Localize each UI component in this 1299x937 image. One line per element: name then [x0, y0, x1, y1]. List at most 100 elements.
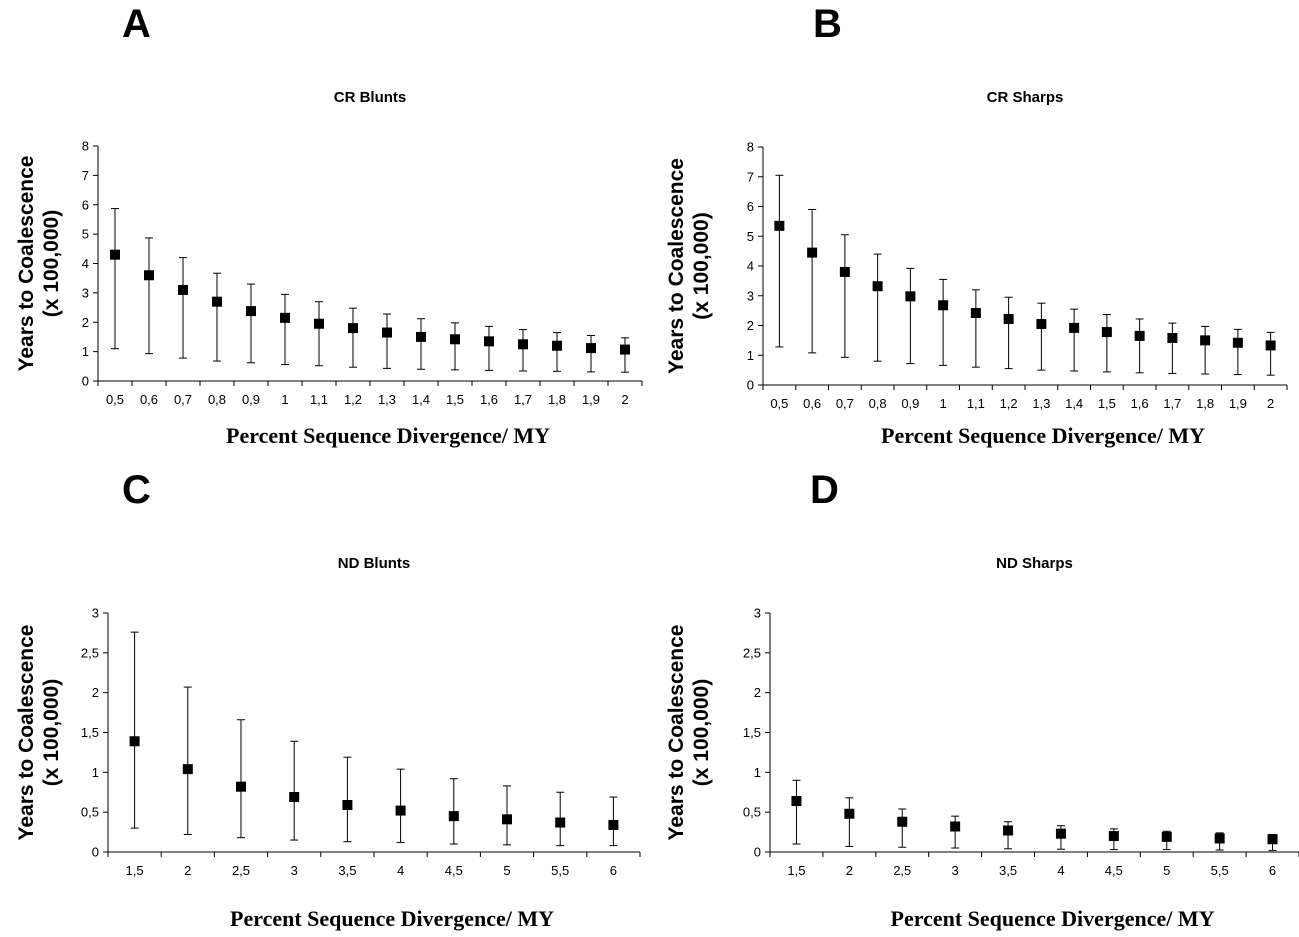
y-axis-title-line1: Years to Coalescence [15, 625, 38, 841]
data-point [416, 331, 426, 342]
y-axis-title-line2: (x 100,000) [40, 210, 63, 317]
data-point [448, 811, 459, 822]
x-tick-label: 2 [621, 392, 628, 407]
data-point [791, 796, 802, 807]
data-point [1214, 833, 1225, 844]
y-tick-label: 5 [747, 229, 754, 244]
x-tick-label: 1,4 [412, 392, 430, 407]
x-tick-label: 2,5 [232, 863, 250, 878]
data-point [280, 312, 290, 323]
x-tick-label: 0,6 [803, 396, 821, 411]
y-tick-label: 0 [82, 374, 89, 389]
data-point [178, 284, 188, 295]
data-point [1036, 319, 1047, 330]
y-tick-label: 7 [82, 168, 89, 183]
data-point [1232, 337, 1243, 348]
y-tick-label: 2,5 [81, 645, 99, 660]
data-point [970, 308, 981, 319]
data-point [1161, 831, 1172, 842]
data-point [807, 247, 818, 258]
panel-letter: D [810, 468, 839, 512]
data-point [950, 821, 961, 832]
data-point [1003, 825, 1014, 836]
x-tick-label: 0,8 [869, 396, 887, 411]
y-tick-label: 1 [754, 765, 761, 780]
y-tick-label: 2 [747, 318, 754, 333]
x-tick-label: 4,5 [1105, 863, 1123, 878]
data-point [1267, 834, 1278, 845]
y-axis-title-line2: (x 100,000) [40, 679, 63, 786]
x-tick-label: 5,5 [551, 863, 569, 878]
chart-title: ND Blunts [338, 555, 411, 572]
x-tick-label: 0,7 [174, 392, 192, 407]
x-tick-label: 1 [281, 392, 288, 407]
chart-title: CR Sharps [987, 89, 1064, 106]
x-tick-label: 1,7 [1163, 396, 1181, 411]
y-tick-label: 0,5 [743, 805, 761, 820]
chart-svg: CR Blunts 0 1 2 3 4 5 6 7 8 0,5 0,6 0,7 0,8 0,9 1 1,1 1,2… [15, 89, 643, 448]
x-tick-label: 5 [503, 863, 510, 878]
data-point [484, 336, 494, 347]
y-axis-title-line2: (x 100,000) [690, 679, 713, 786]
x-tick-label: 6 [1269, 863, 1276, 878]
data-point [938, 300, 949, 311]
y-tick-label: 2 [754, 685, 761, 700]
data-point [1265, 340, 1276, 351]
x-tick-label: 0,8 [208, 392, 226, 407]
data-point [1134, 330, 1145, 341]
x-tick-label: 0,5 [106, 392, 124, 407]
data-point [246, 306, 256, 317]
data-point [314, 318, 324, 329]
data-point [555, 817, 566, 828]
data-point [552, 340, 562, 351]
y-tick-label: 2,5 [743, 645, 761, 660]
x-tick-label: 0,9 [242, 392, 260, 407]
x-tick-label: 5,5 [1211, 863, 1229, 878]
data-point [905, 291, 916, 302]
data-point [182, 764, 193, 775]
data-point [620, 344, 630, 355]
panel-letter: B [813, 2, 842, 46]
x-tick-label: 2 [1267, 396, 1274, 411]
x-tick-label: 1,6 [1131, 396, 1149, 411]
x-tick-label: 3 [291, 863, 298, 878]
data-point [382, 327, 392, 338]
x-tick-label: 0,5 [770, 396, 788, 411]
data-point [129, 736, 140, 747]
y-tick-label: 4 [82, 256, 89, 271]
panel-letter: C [122, 468, 151, 512]
x-axis-title: Percent Sequence Divergence/ MY [226, 423, 550, 448]
data-point [1069, 322, 1080, 333]
x-tick-label: 3,5 [999, 863, 1017, 878]
x-tick-label: 1,3 [1032, 396, 1050, 411]
x-tick-label: 1,5 [1098, 396, 1116, 411]
data-point [144, 270, 154, 281]
data-point [872, 281, 883, 292]
y-tick-label: 2 [82, 315, 89, 330]
y-axis-title-line1: Years to Coalescence [665, 625, 688, 841]
y-tick-label: 1 [747, 348, 754, 363]
x-tick-label: 1,9 [582, 392, 600, 407]
data-point [236, 781, 246, 792]
y-axis-title-line2: (x 100,000) [690, 212, 713, 319]
chart-title: CR Blunts [334, 89, 407, 106]
y-tick-label: 3 [754, 606, 761, 621]
data-point [774, 220, 785, 231]
panel-b: B CR Sharps 0 1 2 3 4 5 6 7 8 0,5 0,6 0,7 0,8 0,9 1 1,1 1… [650, 0, 1299, 466]
y-tick-label: 7 [747, 169, 754, 184]
x-axis-title: Percent Sequence Divergence/ MY [230, 906, 554, 931]
data-point [289, 792, 300, 803]
data-point [586, 343, 596, 354]
data-point [844, 808, 855, 819]
x-tick-label: 1,2 [344, 392, 362, 407]
y-tick-label: 5 [82, 227, 89, 242]
y-tick-label: 0 [754, 845, 761, 860]
x-tick-label: 1,5 [787, 863, 805, 878]
x-tick-label: 1,8 [548, 392, 566, 407]
x-tick-label: 1 [940, 396, 947, 411]
y-tick-label: 1 [82, 344, 89, 359]
chart-svg: ND Sharps 0 0,5 1 1,5 2 2,5 3 1,5 2 2,5 3 3,5 4 4,5 5 5,… [665, 555, 1299, 931]
y-tick-label: 2 [92, 685, 99, 700]
x-tick-label: 0,9 [901, 396, 919, 411]
data-point [1167, 332, 1178, 343]
